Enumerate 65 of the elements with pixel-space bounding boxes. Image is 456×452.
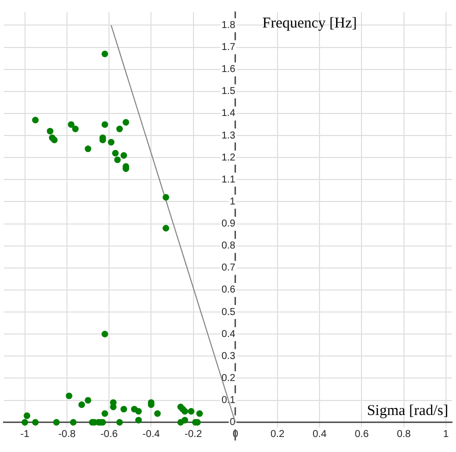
x-tick-label: 0.6	[354, 429, 370, 440]
y-tick-label: 0.3	[221, 350, 236, 362]
point	[154, 410, 161, 417]
point	[68, 121, 74, 128]
point	[84, 145, 92, 152]
point	[196, 410, 203, 417]
x-tick-label: -1	[20, 429, 30, 440]
point	[182, 408, 188, 415]
point	[120, 406, 128, 412]
y-tick-label: 1	[230, 196, 236, 208]
x-tick-label: -0.6	[100, 429, 118, 440]
point	[51, 136, 58, 144]
point	[53, 419, 60, 426]
point	[116, 419, 123, 426]
y-tick-label: 0.5	[221, 306, 236, 318]
point	[78, 401, 85, 408]
point	[114, 156, 121, 164]
y-tick-label: 0.8	[221, 240, 236, 252]
point	[162, 224, 170, 232]
y-tick-label: 0.4	[221, 328, 236, 340]
point	[102, 121, 108, 128]
y-tick-label: 1.2	[221, 152, 236, 164]
point	[70, 419, 77, 426]
x-tick-label: 0.2	[270, 429, 285, 440]
point	[102, 410, 108, 417]
point	[84, 396, 92, 404]
y-tick-label: 1.5	[221, 86, 236, 98]
point	[135, 416, 142, 424]
point	[24, 412, 30, 420]
y-axis-title: Frequency [Hz]	[262, 15, 357, 32]
point	[72, 126, 79, 132]
point	[135, 408, 142, 415]
y-tick-label: 1.3	[221, 130, 236, 142]
y-tick-label: 0.6	[221, 284, 236, 296]
x-tick-label: -0.8	[58, 429, 76, 440]
x-tick-label: -0.4	[142, 429, 160, 440]
x-tick-label: 0.8	[396, 429, 412, 440]
point	[110, 404, 117, 410]
point	[102, 330, 108, 338]
point	[66, 392, 72, 400]
point	[22, 419, 28, 426]
y-tick-label: 0.9	[221, 218, 236, 230]
x-tick-label: -0.2	[184, 429, 202, 440]
point	[108, 138, 114, 146]
x-tick-label: 0.4	[312, 429, 327, 440]
point	[120, 152, 128, 159]
point	[188, 408, 194, 415]
point	[46, 128, 54, 134]
point	[32, 116, 39, 124]
y-tick-label: 1.6	[221, 64, 236, 76]
y-tick-label: 1.7	[221, 42, 236, 54]
point	[122, 119, 130, 126]
y-tick-label: 1.4	[221, 108, 236, 120]
x-axis-title: Sigma [rad/s]	[366, 402, 448, 419]
y-tick-label: 0.2	[221, 372, 236, 384]
x-tick-label: 1	[443, 429, 450, 440]
y-tick-label: 0.7	[221, 262, 236, 274]
y-tick-label: 1.8	[221, 20, 236, 31]
point	[102, 50, 108, 58]
point	[182, 416, 188, 424]
point	[116, 126, 123, 132]
point	[32, 419, 39, 426]
y-tick-label: 1.1	[221, 174, 236, 186]
point	[162, 194, 170, 201]
point	[112, 150, 119, 156]
